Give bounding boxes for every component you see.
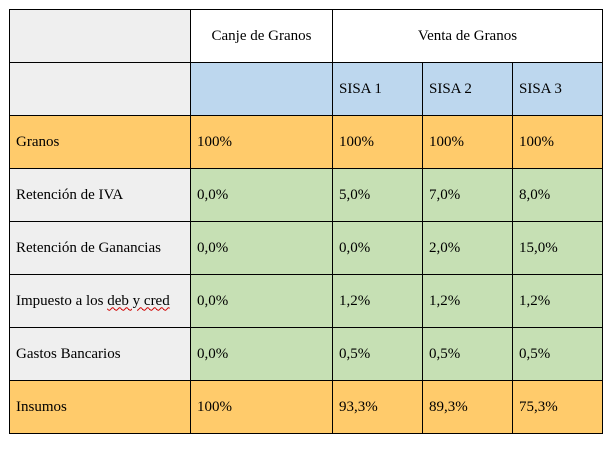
- cell-canje: 0,0%: [190, 221, 333, 275]
- document-body: Canje de Granos Venta de Granos SISA 1 S…: [9, 9, 603, 434]
- table-header-row: Canje de Granos Venta de Granos: [9, 9, 603, 63]
- header-venta-de-granos: Venta de Granos: [332, 9, 603, 63]
- cell-sisa-1: 93,3%: [332, 380, 423, 434]
- cell-sisa-3: 75,3%: [512, 380, 603, 434]
- spellcheck-flagged-text: deb y cred: [107, 292, 170, 309]
- cell-sisa-2: 100%: [422, 115, 513, 169]
- cell-sisa-1: 1,2%: [332, 274, 423, 328]
- header-corner-cell: [9, 9, 191, 63]
- row-label: Impuesto a los deb y cred: [9, 274, 191, 328]
- subheader-canje-cell: [190, 62, 333, 116]
- cell-sisa-3: 15,0%: [512, 221, 603, 275]
- subheader-corner-cell: [9, 62, 191, 116]
- row-label: Insumos: [9, 380, 191, 434]
- cell-sisa-3: 100%: [512, 115, 603, 169]
- table-row-retencion-ganancias: Retención de Ganancias 0,0% 0,0% 2,0% 15…: [9, 221, 603, 275]
- subheader-sisa-1: SISA 1: [332, 62, 423, 116]
- cell-sisa-1: 0,5%: [332, 327, 423, 381]
- table-subheader-row: SISA 1 SISA 2 SISA 3: [9, 62, 603, 116]
- cell-sisa-2: 89,3%: [422, 380, 513, 434]
- cell-sisa-1: 5,0%: [332, 168, 423, 222]
- cell-sisa-2: 1,2%: [422, 274, 513, 328]
- row-label: Retención de IVA: [9, 168, 191, 222]
- cell-canje: 0,0%: [190, 274, 333, 328]
- cell-sisa-2: 2,0%: [422, 221, 513, 275]
- cell-canje: 0,0%: [190, 327, 333, 381]
- cell-canje: 0,0%: [190, 168, 333, 222]
- row-label: Gastos Bancarios: [9, 327, 191, 381]
- subheader-sisa-3: SISA 3: [512, 62, 603, 116]
- cell-sisa-1: 100%: [332, 115, 423, 169]
- row-label: Granos: [9, 115, 191, 169]
- row-label: Retención de Ganancias: [9, 221, 191, 275]
- grain-comparison-table: Canje de Granos Venta de Granos SISA 1 S…: [9, 9, 603, 434]
- subheader-sisa-2: SISA 2: [422, 62, 513, 116]
- cell-canje: 100%: [190, 115, 333, 169]
- header-canje-de-granos: Canje de Granos: [190, 9, 333, 63]
- cell-sisa-2: 0,5%: [422, 327, 513, 381]
- cell-sisa-1: 0,0%: [332, 221, 423, 275]
- cell-sisa-3: 0,5%: [512, 327, 603, 381]
- table-row-granos: Granos 100% 100% 100% 100%: [9, 115, 603, 169]
- row-label-text: Impuesto a los: [16, 292, 108, 309]
- cell-sisa-3: 8,0%: [512, 168, 603, 222]
- table-row-gastos-bancarios: Gastos Bancarios 0,0% 0,5% 0,5% 0,5%: [9, 327, 603, 381]
- table-row-insumos: Insumos 100% 93,3% 89,3% 75,3%: [9, 380, 603, 434]
- cell-sisa-2: 7,0%: [422, 168, 513, 222]
- table-row-impuesto-deb-cred: Impuesto a los deb y cred 0,0% 1,2% 1,2%…: [9, 274, 603, 328]
- table-row-retencion-iva: Retención de IVA 0,0% 5,0% 7,0% 8,0%: [9, 168, 603, 222]
- cell-sisa-3: 1,2%: [512, 274, 603, 328]
- cell-canje: 100%: [190, 380, 333, 434]
